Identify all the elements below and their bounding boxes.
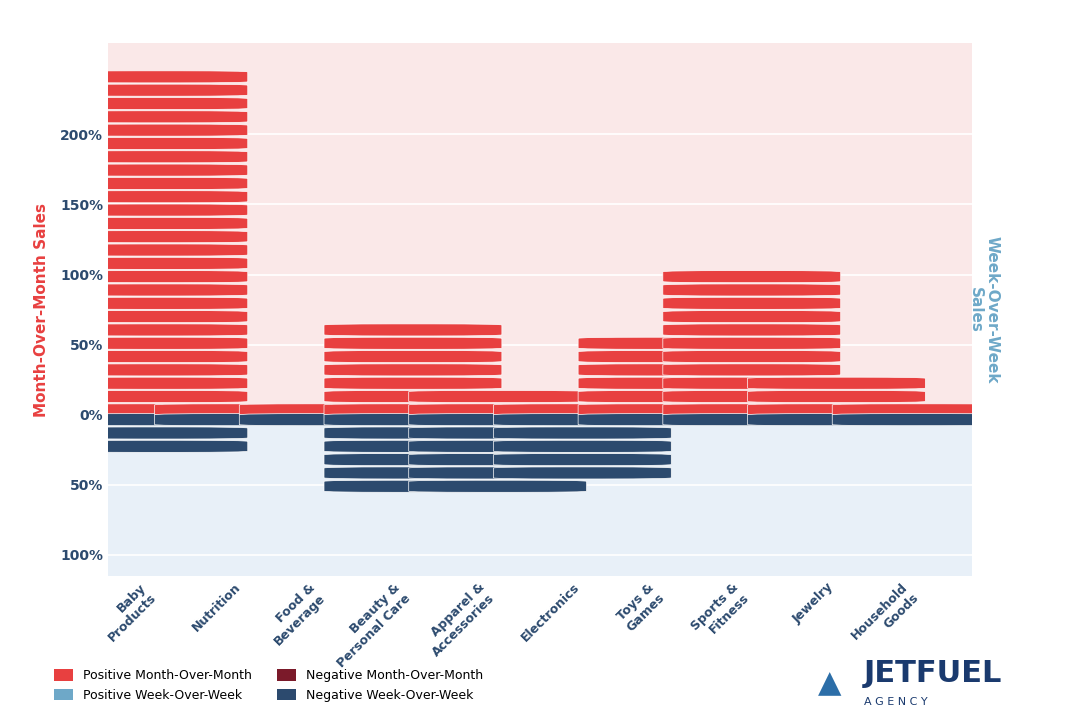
FancyBboxPatch shape — [663, 413, 840, 426]
Bar — [108, 43, 972, 415]
FancyBboxPatch shape — [578, 404, 756, 416]
FancyBboxPatch shape — [70, 217, 247, 230]
FancyBboxPatch shape — [578, 364, 756, 376]
FancyBboxPatch shape — [70, 324, 247, 336]
FancyBboxPatch shape — [663, 284, 840, 296]
FancyBboxPatch shape — [408, 440, 586, 452]
FancyBboxPatch shape — [578, 337, 756, 349]
FancyBboxPatch shape — [324, 351, 502, 363]
FancyBboxPatch shape — [324, 467, 502, 479]
FancyBboxPatch shape — [70, 164, 247, 176]
FancyBboxPatch shape — [70, 413, 247, 426]
FancyBboxPatch shape — [578, 377, 756, 390]
FancyBboxPatch shape — [747, 390, 926, 402]
FancyBboxPatch shape — [408, 480, 586, 492]
FancyBboxPatch shape — [747, 377, 926, 390]
FancyBboxPatch shape — [324, 413, 502, 426]
FancyBboxPatch shape — [578, 351, 756, 363]
FancyBboxPatch shape — [70, 150, 247, 163]
FancyBboxPatch shape — [70, 284, 247, 296]
FancyBboxPatch shape — [70, 191, 247, 203]
FancyBboxPatch shape — [240, 404, 417, 416]
FancyBboxPatch shape — [663, 310, 840, 323]
FancyBboxPatch shape — [70, 310, 247, 323]
FancyBboxPatch shape — [833, 413, 1010, 426]
FancyBboxPatch shape — [70, 124, 247, 136]
FancyBboxPatch shape — [70, 244, 247, 256]
FancyBboxPatch shape — [154, 413, 333, 426]
Y-axis label: Week-Over-Week
Sales: Week-Over-Week Sales — [968, 236, 1000, 383]
FancyBboxPatch shape — [70, 297, 247, 310]
FancyBboxPatch shape — [324, 364, 502, 376]
FancyBboxPatch shape — [70, 351, 247, 363]
FancyBboxPatch shape — [833, 404, 1010, 416]
FancyBboxPatch shape — [747, 404, 926, 416]
Text: JETFUEL: JETFUEL — [864, 659, 1002, 688]
FancyBboxPatch shape — [324, 427, 502, 439]
FancyBboxPatch shape — [578, 390, 756, 402]
FancyBboxPatch shape — [663, 390, 840, 402]
FancyBboxPatch shape — [663, 271, 840, 283]
FancyBboxPatch shape — [324, 324, 502, 336]
FancyBboxPatch shape — [70, 440, 247, 452]
FancyBboxPatch shape — [324, 337, 502, 349]
FancyBboxPatch shape — [663, 324, 840, 336]
FancyBboxPatch shape — [70, 404, 247, 416]
FancyBboxPatch shape — [663, 351, 840, 363]
Text: ▲: ▲ — [818, 670, 841, 698]
FancyBboxPatch shape — [70, 390, 247, 402]
FancyBboxPatch shape — [578, 413, 756, 426]
FancyBboxPatch shape — [70, 97, 247, 109]
FancyBboxPatch shape — [494, 413, 672, 426]
FancyBboxPatch shape — [408, 390, 586, 402]
FancyBboxPatch shape — [70, 271, 247, 283]
FancyBboxPatch shape — [70, 84, 247, 96]
FancyBboxPatch shape — [70, 364, 247, 376]
FancyBboxPatch shape — [408, 413, 586, 426]
Text: A G E N C Y: A G E N C Y — [864, 697, 928, 707]
FancyBboxPatch shape — [408, 467, 586, 479]
FancyBboxPatch shape — [663, 377, 840, 390]
FancyBboxPatch shape — [324, 480, 502, 492]
FancyBboxPatch shape — [663, 404, 840, 416]
FancyBboxPatch shape — [70, 138, 247, 150]
FancyBboxPatch shape — [70, 71, 247, 83]
FancyBboxPatch shape — [70, 111, 247, 123]
FancyBboxPatch shape — [747, 413, 926, 426]
FancyBboxPatch shape — [408, 454, 586, 466]
FancyBboxPatch shape — [324, 377, 502, 390]
FancyBboxPatch shape — [70, 257, 247, 269]
FancyBboxPatch shape — [240, 413, 417, 426]
FancyBboxPatch shape — [324, 404, 502, 416]
FancyBboxPatch shape — [70, 230, 247, 243]
FancyBboxPatch shape — [70, 177, 247, 189]
FancyBboxPatch shape — [494, 427, 672, 439]
FancyBboxPatch shape — [70, 427, 247, 439]
Bar — [108, 415, 972, 576]
FancyBboxPatch shape — [324, 390, 502, 402]
FancyBboxPatch shape — [70, 204, 247, 216]
FancyBboxPatch shape — [408, 404, 586, 416]
FancyBboxPatch shape — [324, 440, 502, 452]
FancyBboxPatch shape — [154, 404, 333, 416]
FancyBboxPatch shape — [494, 467, 672, 479]
FancyBboxPatch shape — [663, 364, 840, 376]
FancyBboxPatch shape — [324, 454, 502, 466]
FancyBboxPatch shape — [663, 297, 840, 310]
FancyBboxPatch shape — [70, 337, 247, 349]
FancyBboxPatch shape — [494, 440, 672, 452]
Y-axis label: Month-Over-Month Sales: Month-Over-Month Sales — [33, 202, 49, 417]
FancyBboxPatch shape — [408, 427, 586, 439]
FancyBboxPatch shape — [663, 337, 840, 349]
FancyBboxPatch shape — [70, 377, 247, 390]
FancyBboxPatch shape — [494, 454, 672, 466]
FancyBboxPatch shape — [494, 404, 672, 416]
Legend: Positive Month-Over-Month, Positive Week-Over-Week, Negative Month-Over-Month, N: Positive Month-Over-Month, Positive Week… — [50, 665, 488, 706]
